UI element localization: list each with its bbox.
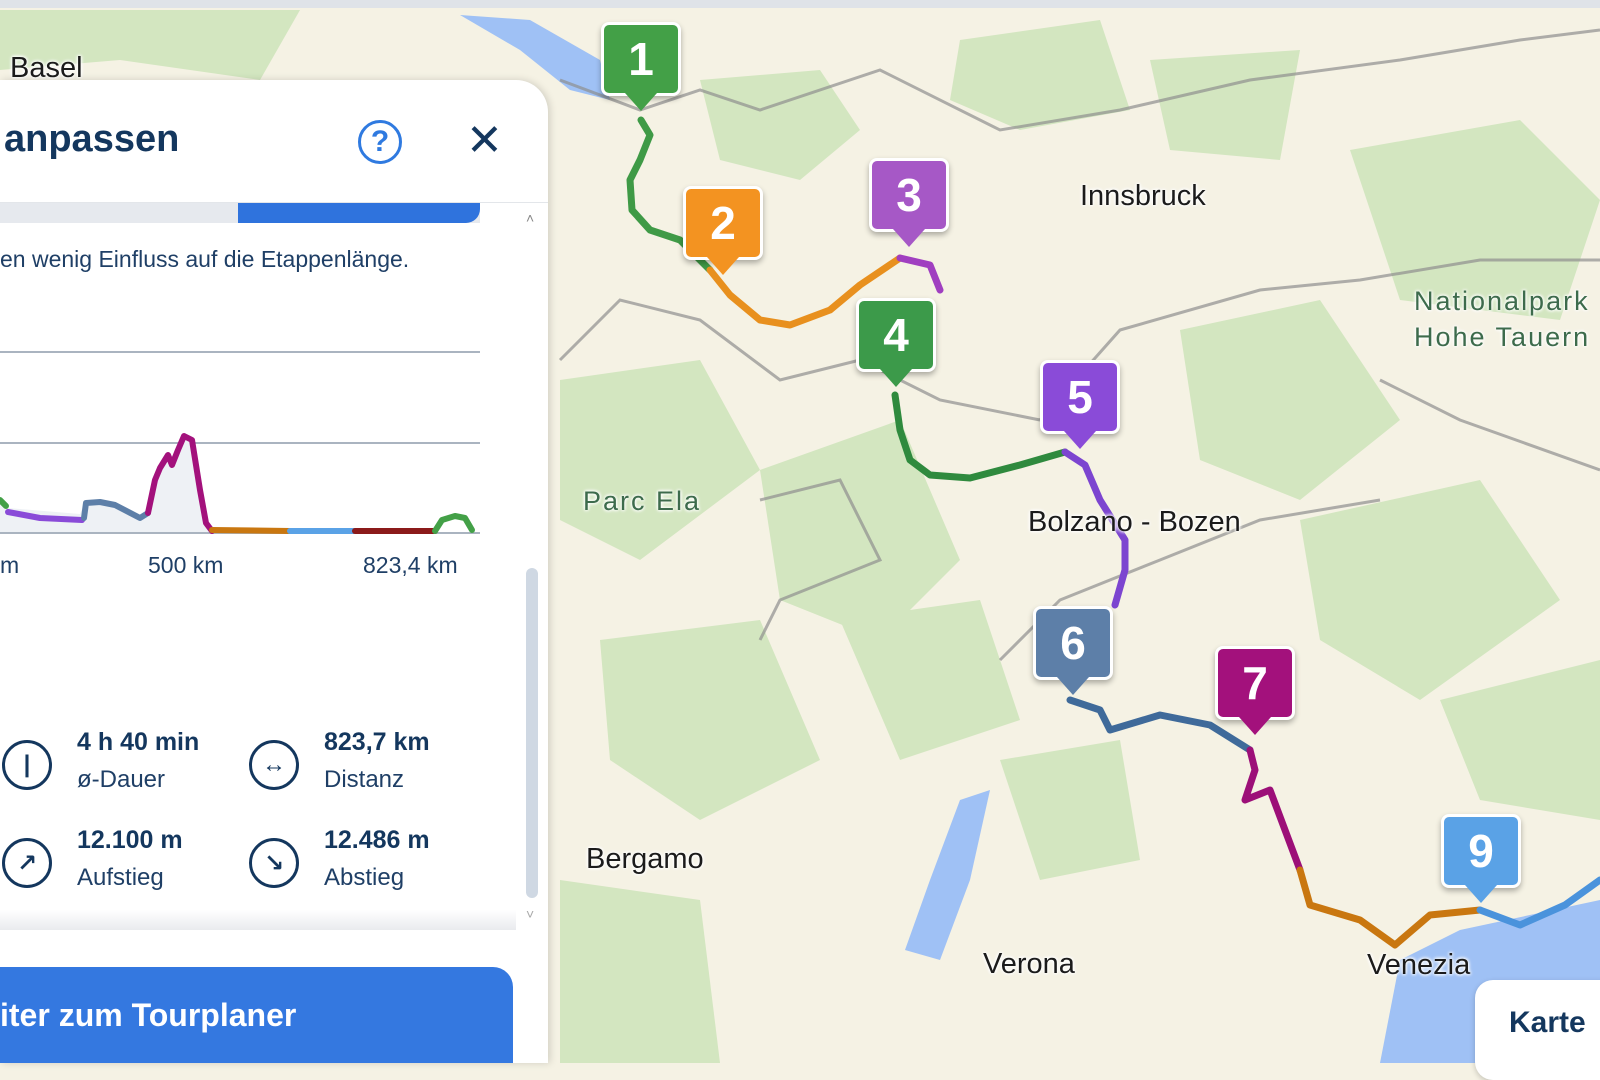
profile-stage-1 (0, 497, 9, 509)
forest-areas (0, 10, 1600, 1063)
route-stage-2 (706, 254, 904, 329)
route-stage-5 (1061, 448, 1129, 609)
panel-title: anpassen (4, 118, 180, 160)
question-circle-icon[interactable]: ? (358, 120, 402, 164)
progress-fill (238, 203, 480, 223)
stat-label: Aufstieg (77, 864, 164, 891)
stage-marker-1[interactable]: 1 (601, 22, 681, 111)
scroll-fade (0, 910, 516, 930)
scrollbar[interactable] (526, 568, 538, 898)
map-button[interactable]: Karte (1475, 980, 1600, 1080)
map-label-bergamo: Bergamo (586, 843, 704, 875)
divider (0, 202, 548, 203)
scroll-up-icon[interactable]: ˄ (526, 210, 535, 226)
profile-stage-2 (5, 509, 85, 523)
route-stage-6 (1066, 696, 1254, 754)
stage-marker-4[interactable]: 4 (856, 298, 936, 387)
stat-label: Distanz (324, 766, 405, 793)
stage-marker-6[interactable]: 6 (1033, 606, 1113, 695)
profile-stage-4 (145, 433, 215, 534)
map-label-verona: Verona (983, 948, 1075, 980)
profile-stage-8 (432, 513, 475, 534)
stage-marker-3[interactable]: 3 (869, 158, 949, 247)
stat-value: 4 h 40 min (77, 728, 200, 756)
profile-xlabel: 500 km (148, 552, 224, 578)
stat-value: 12.100 m (77, 826, 183, 854)
stat-value: 12.486 m (324, 826, 430, 854)
stat-label: ø-Dauer (77, 766, 166, 793)
stage-marker-2[interactable]: 2 (683, 186, 763, 275)
scroll-down-icon[interactable]: ˅ (526, 906, 535, 922)
elevation-profile[interactable] (0, 340, 490, 540)
profile-stage-5 (209, 527, 293, 534)
route-stage-7 (1241, 746, 1304, 874)
profile-xlabel: m (0, 552, 20, 578)
stat-value: 823,7 km (324, 728, 430, 756)
borders (558, 28, 1600, 662)
close-icon[interactable]: ✕ (466, 116, 503, 165)
descent-arrow-icon: ↘ (249, 838, 299, 888)
map-label-park-1: Nationalpark (1414, 286, 1590, 316)
progress-bar (0, 203, 480, 223)
profile-xlabel: 823,4 km (363, 552, 458, 578)
map-label-basel: Basel (10, 52, 83, 84)
profile-stage-3 (81, 499, 151, 521)
ascent-arrow-icon: ↗ (2, 838, 52, 888)
stage-marker-9[interactable]: 9 (1441, 814, 1521, 903)
route-stage-1 (626, 116, 714, 274)
route-stage-8 (1296, 866, 1484, 949)
hint-text: en wenig Einfluss auf die Etappenlänge. (0, 246, 410, 272)
map-label-bolzano: Bolzano - Bozen (1028, 506, 1241, 538)
distance-arrows-icon: ↔ (249, 740, 299, 790)
route[interactable] (626, 116, 1600, 949)
stopwatch-icon: | (2, 740, 52, 790)
map-label-parc-ela: Parc Ela (583, 486, 702, 516)
route-stage-4 (891, 391, 1069, 482)
route-stage-3 (896, 254, 944, 294)
stage-marker-7[interactable]: 7 (1215, 646, 1295, 735)
stage-marker-5[interactable]: 5 (1040, 360, 1120, 449)
top-strip (0, 0, 1600, 8)
route-stage-9 (1476, 876, 1600, 929)
stat-label: Abstieg (324, 864, 405, 891)
map-label-innsbruck: Innsbruck (1080, 180, 1206, 212)
map-label-park-2: Hohe Tauern (1414, 322, 1591, 352)
stage-adjust-panel: anpassen ? ✕ ˄ en wenig Einfluss auf die… (0, 80, 548, 1063)
tourplaner-button[interactable]: iter zum Tourplaner (0, 967, 513, 1063)
map-label-venezia: Venezia (1367, 949, 1471, 981)
